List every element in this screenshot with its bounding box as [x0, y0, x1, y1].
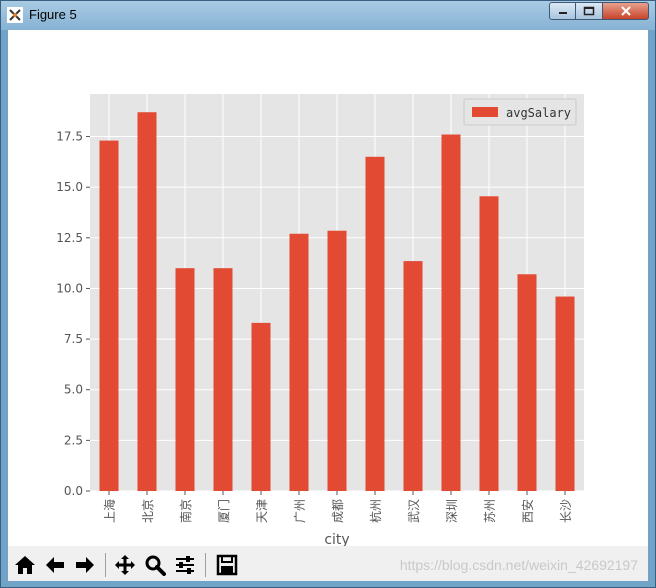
x-tick-label: 北京	[141, 499, 155, 523]
bar	[99, 140, 119, 491]
save-icon	[216, 554, 238, 576]
y-tick-label: 17.5	[56, 130, 83, 144]
x-tick-label: 南京	[178, 499, 193, 523]
y-tick-label: 7.5	[64, 332, 83, 346]
close-button[interactable]	[603, 2, 649, 20]
bar	[327, 230, 347, 492]
x-tick-label: 成都	[331, 499, 345, 523]
window-controls	[549, 2, 649, 21]
x-tick-label: 长沙	[559, 499, 573, 523]
forward-arrow-icon	[76, 557, 94, 573]
bar	[479, 196, 499, 491]
x-tick-label: 厦门	[216, 499, 231, 523]
x-tick-label: 深圳	[445, 499, 459, 523]
bar	[403, 261, 423, 491]
y-tick-label: 2.5	[64, 433, 83, 447]
back-button[interactable]	[42, 552, 68, 578]
home-icon	[15, 556, 35, 574]
home-button[interactable]	[12, 552, 38, 578]
bar	[517, 274, 537, 491]
bars	[99, 112, 575, 492]
pan-button[interactable]	[112, 552, 138, 578]
toolbar-separator	[205, 553, 206, 577]
bar	[251, 322, 271, 491]
legend: avgSalary	[463, 98, 577, 126]
figure-app-icon	[7, 7, 23, 23]
y-tick-label: 15.0	[56, 180, 83, 194]
x-tick-label: 苏州	[483, 499, 497, 523]
x-tick-label: 广州	[293, 499, 307, 523]
legend-label: avgSalary	[506, 106, 571, 120]
figure-canvas: 0.0 2.5 5.0 7.5 10.0 12.5 15.0 17.5 上海 北京 南京 厦门 天津广…	[8, 30, 648, 581]
zoom-icon	[145, 555, 166, 576]
pan-icon	[115, 555, 135, 575]
x-tick-label: 上海	[102, 499, 117, 523]
save-button[interactable]	[214, 552, 240, 578]
y-tick-label: 5.0	[64, 383, 83, 397]
navigation-toolbar: https://blog.csdn.net/weixin_42692197	[8, 546, 648, 581]
y-tick-label: 12.5	[56, 231, 83, 245]
bar	[289, 233, 309, 492]
y-axis: 0.0 2.5 5.0 7.5 10.0 12.5 15.0 17.5	[56, 130, 90, 498]
close-icon	[620, 6, 631, 16]
x-axis-label: city	[324, 532, 349, 546]
back-arrow-icon	[46, 557, 64, 573]
forward-button[interactable]	[72, 552, 98, 578]
configure-subplots-icon	[176, 556, 194, 574]
y-tick-label: 10.0	[56, 281, 83, 295]
x-tick-label: 天津	[255, 499, 269, 523]
x-axis: 上海 北京 南京 厦门 天津 广州 成都 杭州 武汉 深圳 苏州 西安 长沙	[102, 491, 573, 523]
y-tick-label: 0.0	[64, 484, 83, 498]
bar	[441, 134, 461, 491]
watermark: https://blog.csdn.net/weixin_42692197	[399, 557, 638, 573]
maximize-icon	[583, 6, 595, 16]
x-tick-label: 杭州	[368, 499, 383, 523]
bar	[365, 156, 385, 491]
configure-subplots-button[interactable]	[172, 552, 198, 578]
minimize-button[interactable]	[549, 2, 576, 20]
bar	[175, 268, 195, 491]
maximize-button[interactable]	[576, 2, 603, 20]
minimize-icon	[558, 12, 567, 14]
toolbar-separator	[105, 553, 106, 577]
legend-swatch	[472, 107, 498, 117]
x-tick-label: 西安	[520, 499, 535, 523]
bar	[137, 112, 157, 492]
bar	[213, 268, 233, 491]
title-bar[interactable]: Figure 5	[1, 1, 655, 30]
window-title: Figure 5	[29, 7, 77, 22]
x-tick-label: 武汉	[407, 499, 421, 523]
bar	[555, 296, 575, 491]
zoom-button[interactable]	[142, 552, 168, 578]
legend-box	[463, 98, 577, 126]
bar-chart: 0.0 2.5 5.0 7.5 10.0 12.5 15.0 17.5 上海 北京 南京 厦门 天津广…	[56, 94, 584, 546]
